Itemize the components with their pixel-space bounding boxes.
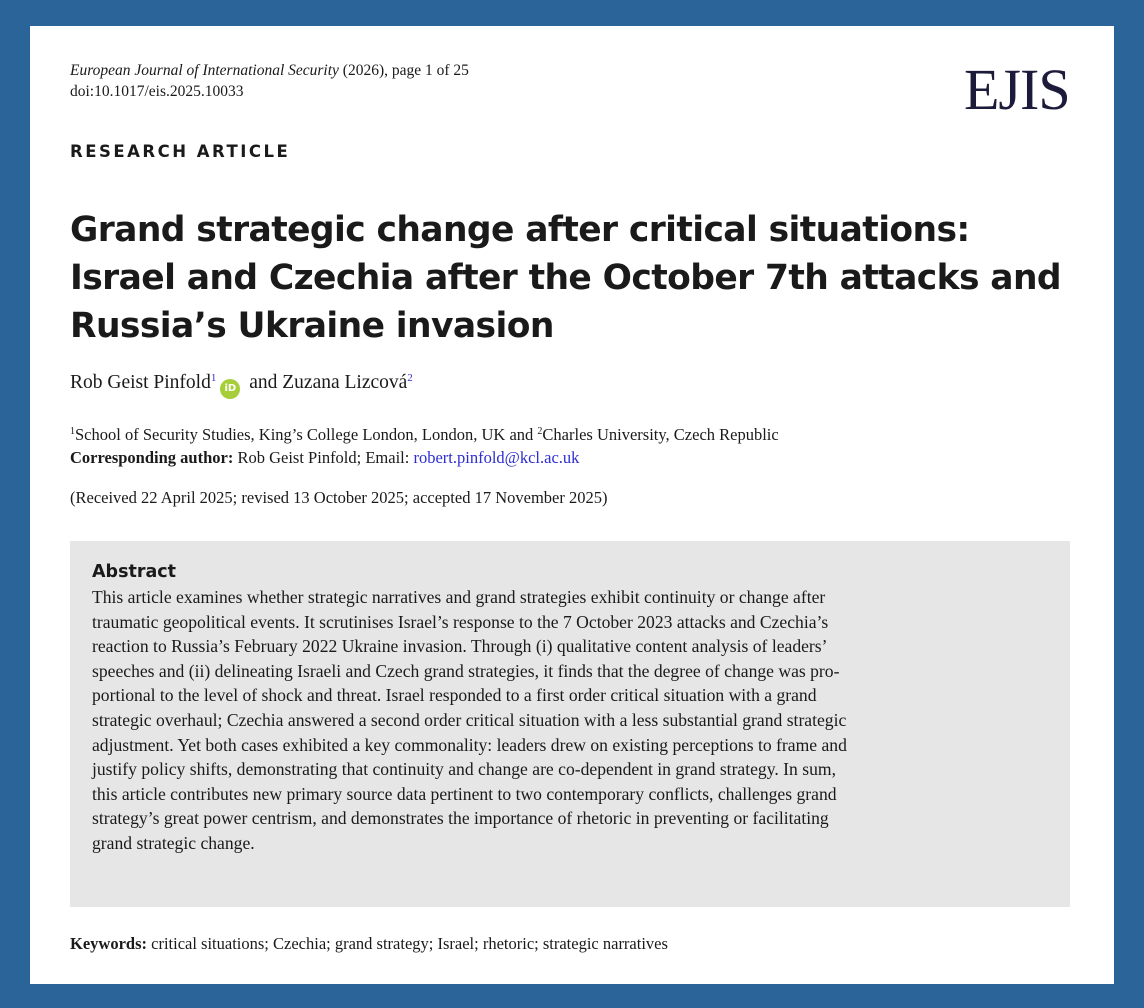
corresponding-text: Rob Geist Pinfold; Email: xyxy=(233,448,414,467)
aff-2-marker: 2 xyxy=(537,426,543,437)
abstract-line: speeches and (ii) delineating Israeli an… xyxy=(92,660,840,681)
article-type: RESEARCH ARTICLE xyxy=(70,142,291,161)
author-connector: and xyxy=(244,372,283,393)
email-link[interactable]: robert.pinfold@kcl.ac.uk xyxy=(413,448,580,467)
abstract-line: reaction to Russia’s February 2022 Ukrai… xyxy=(92,636,828,657)
corresponding-label: Corresponding author: xyxy=(70,448,234,467)
author-1-affiliation-ref[interactable]: 1 xyxy=(210,372,217,384)
author-1[interactable]: Rob Geist Pinfold xyxy=(70,372,211,393)
abstract-line: grand strategic change. xyxy=(92,832,255,853)
received-dates: (Received 22 April 2025; revised 13 Octo… xyxy=(70,488,608,507)
author-2[interactable]: Zuzana Lizcová xyxy=(282,372,408,393)
abstract-text: This article examines whether strategic … xyxy=(92,585,847,856)
keywords: Keywords: critical situations; Czechia; … xyxy=(70,934,668,954)
author-2-affiliation-ref[interactable]: 2 xyxy=(407,372,413,384)
journal-logo: EJIS xyxy=(964,57,1071,122)
orcid-icon[interactable]: iD xyxy=(220,379,241,399)
affiliations: 1School of Security Studies, King’s Coll… xyxy=(70,420,779,469)
article-title: Grand strategic change after critical si… xyxy=(70,210,1062,346)
journal-header: European Journal of International Securi… xyxy=(70,60,469,102)
affiliation-1: School of Security Studies, King’s Colle… xyxy=(75,425,538,444)
abstract-heading: Abstract xyxy=(92,562,177,582)
abstract-line: This article examines whether strategic … xyxy=(92,587,826,607)
abstract-line: portional to the level of shock and thre… xyxy=(92,685,817,706)
abstract-box: Abstract This article examines whether s… xyxy=(70,541,1070,907)
abstract-line: strategy’s great power centrism, and dem… xyxy=(92,808,829,829)
authors: Rob Geist Pinfold1iD and Zuzana Lizcová2 xyxy=(70,372,413,399)
abstract-line: strategic overhaul; Czechia answered a s… xyxy=(92,709,847,730)
page-info: (2026), page 1 of 25 xyxy=(338,62,469,79)
journal-name: European Journal of International Securi… xyxy=(70,62,339,79)
abstract-line: justify policy shifts, demonstrating tha… xyxy=(92,759,836,780)
abstract-line: traumatic geopolitical events. It scruti… xyxy=(92,611,829,632)
doi[interactable]: doi:10.1017/eis.2025.10033 xyxy=(70,83,244,100)
article-page: European Journal of International Securi… xyxy=(30,26,1114,984)
keywords-label: Keywords: xyxy=(70,934,147,953)
keywords-list: critical situations; Czechia; grand stra… xyxy=(147,934,668,953)
abstract-line: this article contributes new primary sou… xyxy=(92,783,837,804)
abstract-line: adjustment. Yet both cases exhibited a k… xyxy=(92,734,847,755)
affiliation-2: Charles University, Czech Republic xyxy=(542,425,779,444)
aff-1-marker: 1 xyxy=(70,426,75,437)
